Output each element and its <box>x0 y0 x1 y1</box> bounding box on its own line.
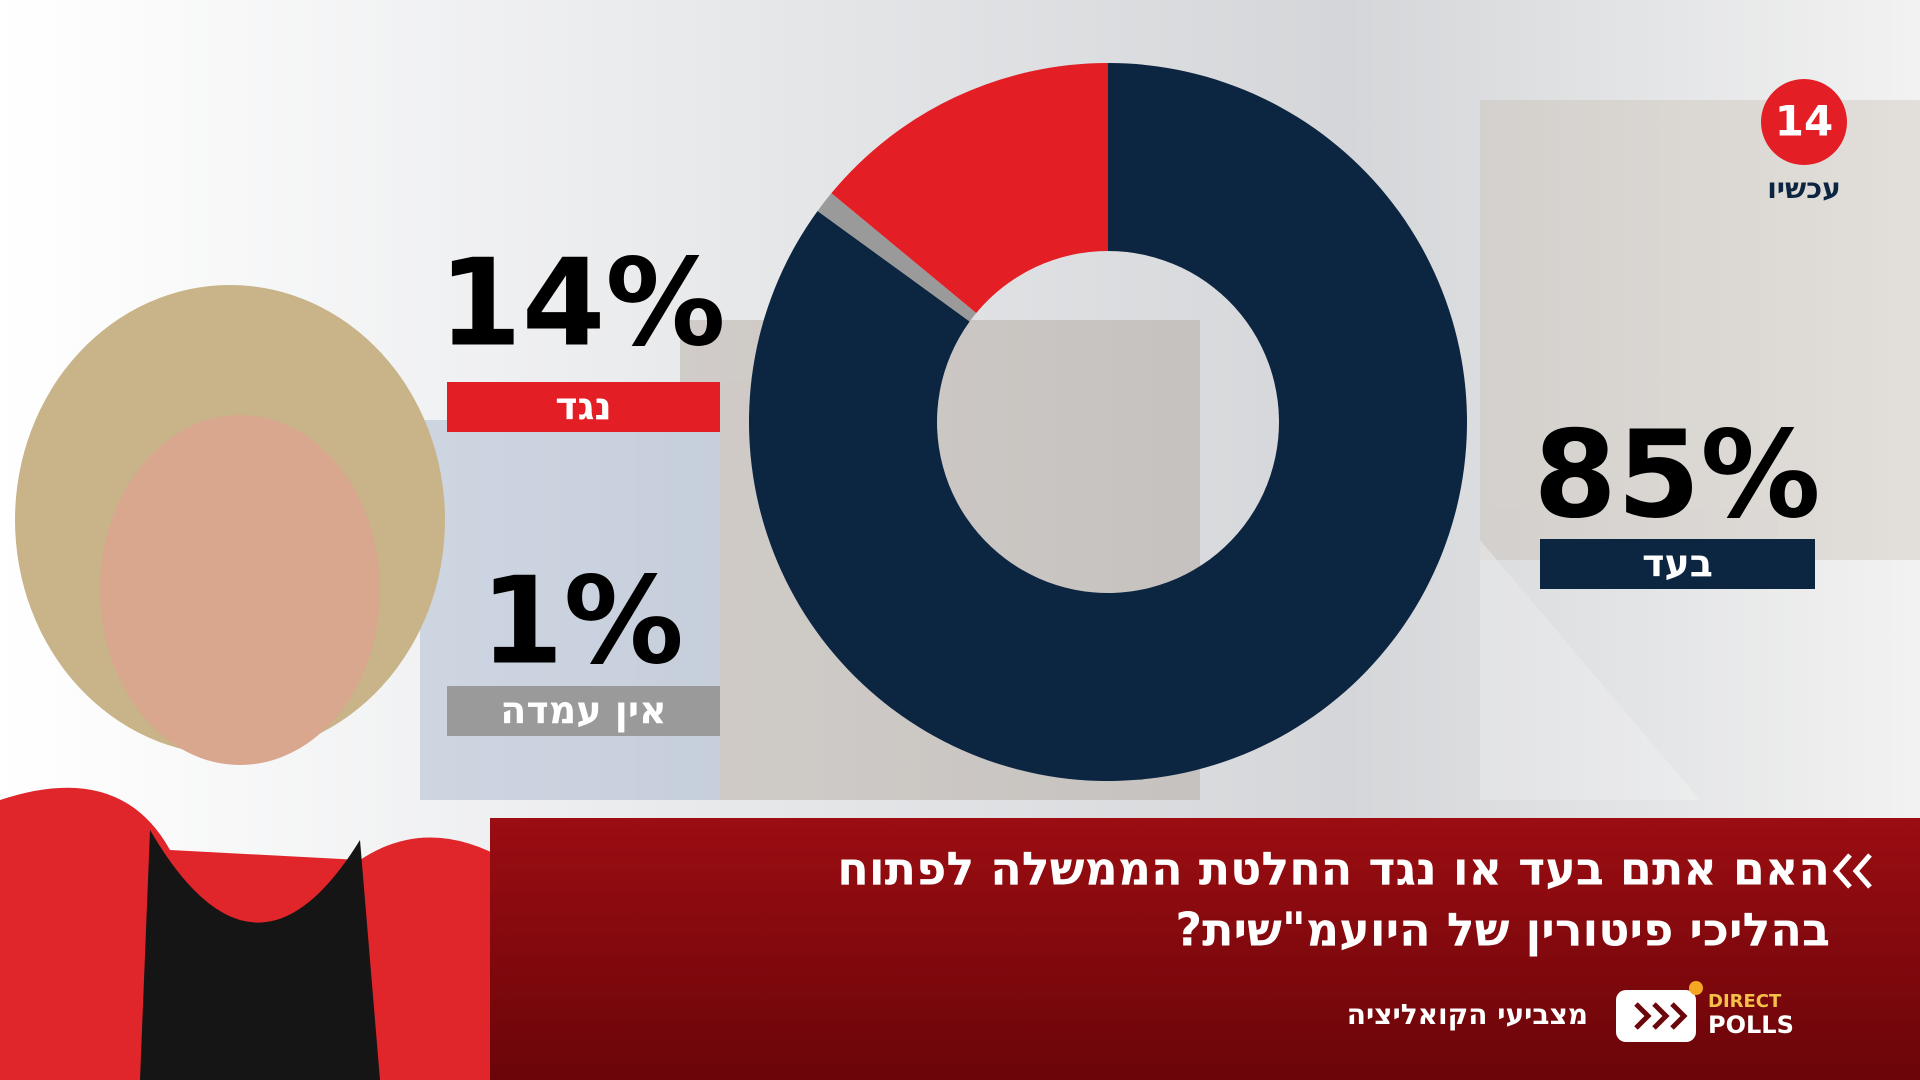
donut-slice <box>831 63 1108 314</box>
category-label: בעד <box>1642 542 1713 586</box>
category-box <box>1540 539 1815 589</box>
brand-top: DIRECT <box>1708 991 1782 1012</box>
donut-slice <box>817 193 977 322</box>
value-label: 1% <box>480 553 684 692</box>
portrait <box>0 285 560 1080</box>
logo-name: עכשיו <box>1767 172 1841 205</box>
donut-slice <box>749 63 1467 782</box>
category-box <box>447 686 720 736</box>
audience: מצביעי הקואליציה <box>1347 998 1588 1031</box>
logo-number: 14 <box>1775 97 1833 146</box>
question-line: האם אתם בעד או נגד החלטת הממשלה לפתוח <box>837 842 1830 896</box>
question-line: בהליכי פיטורין של היועמ"שית? <box>1175 903 1830 957</box>
logo-circle <box>1761 79 1847 165</box>
category-label: נגד <box>555 385 612 429</box>
brand-bubble <box>1616 990 1696 1042</box>
category-box <box>447 382 720 432</box>
chevron <box>1832 853 1872 889</box>
brand-arrows <box>1634 1002 1688 1030</box>
value-label: 85% <box>1533 407 1820 546</box>
brand-bottom: POLLS <box>1708 1011 1794 1039</box>
value-label: 14% <box>438 235 725 374</box>
brand-dot <box>1689 981 1703 995</box>
category-label: אין עמדה <box>500 689 666 733</box>
